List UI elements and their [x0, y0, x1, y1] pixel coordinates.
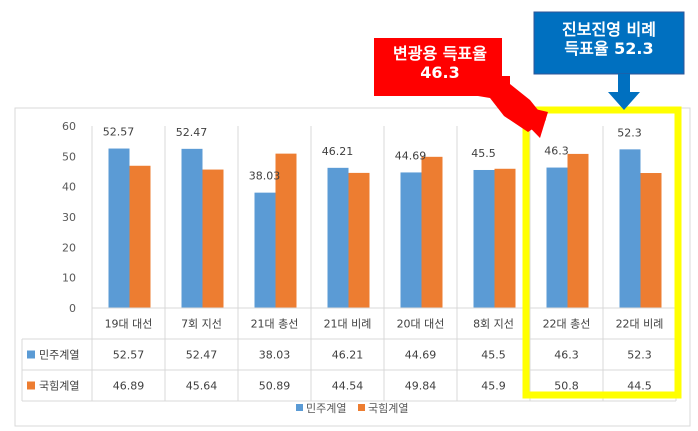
bar-minju: [619, 149, 641, 308]
blue-arrow-icon: [608, 74, 640, 110]
bar-minju: [473, 169, 495, 308]
bar-gukhim: [348, 172, 370, 308]
bar-minju: [546, 167, 568, 308]
table-cell: 44.5: [627, 380, 652, 393]
legend-key: [358, 404, 365, 411]
data-label: 52.57: [103, 126, 135, 139]
data-label: 38.03: [249, 170, 281, 183]
legend-key: [296, 404, 303, 411]
y-tick-label: 20: [62, 241, 76, 254]
category-label: 21대 비례: [324, 318, 372, 331]
table-cell: 46.89: [113, 380, 145, 393]
y-tick-label: 30: [62, 211, 76, 224]
category-label: 22대 비례: [616, 318, 664, 331]
table-cell: 38.03: [259, 349, 291, 362]
table-cell: 45.9: [481, 380, 506, 393]
table-cell: 45.64: [186, 380, 218, 393]
table-cell: 52.3: [627, 349, 652, 362]
category-label: 8회 지선: [473, 318, 514, 331]
bar-gukhim: [494, 168, 516, 308]
red-callout-box: [374, 38, 546, 132]
blue-callout-box: [533, 11, 685, 75]
table-cell: 50.8: [554, 380, 579, 393]
bar-gukhim: [567, 153, 589, 308]
category-label: 21대 총선: [251, 318, 299, 331]
table-series-name: 국힘계열: [39, 380, 79, 393]
y-tick-label: 0: [69, 302, 76, 315]
category-label: 22대 총선: [543, 318, 591, 331]
bar-minju: [400, 172, 422, 308]
bar-gukhim: [202, 169, 224, 308]
highlight-box: [522, 106, 682, 399]
table-legend-key: [27, 350, 35, 359]
bar-gukhim: [640, 173, 662, 308]
data-label: 52.47: [176, 126, 208, 139]
table-cell: 50.89: [259, 380, 291, 393]
table-cell: 45.5: [481, 349, 506, 362]
table-cell: 44.69: [405, 349, 437, 362]
blue-callout-line1: 진보진영 비례: [562, 20, 656, 39]
red-callout-line1: 변광용 득표율: [393, 44, 487, 63]
data-label: 52.3: [617, 126, 642, 139]
category-label: 7회 지선: [181, 318, 222, 331]
red-callout-text: 변광용 득표율 46.3: [370, 44, 510, 82]
y-tick-label: 40: [62, 181, 76, 194]
data-label: 44.69: [395, 149, 427, 162]
data-label: 45.5: [471, 147, 496, 160]
category-label: 20대 대선: [397, 318, 445, 331]
table-cell: 49.84: [405, 380, 437, 393]
bar-gukhim: [275, 153, 297, 308]
y-tick-label: 50: [62, 150, 76, 163]
table-cell: 44.54: [332, 380, 364, 393]
table-series-name: 민주계열: [39, 349, 79, 362]
table-cell: 52.57: [113, 349, 145, 362]
blue-callout-line2: 득표율 52.3: [564, 39, 654, 59]
bar-minju: [327, 167, 349, 308]
category-label: 19대 대선: [105, 318, 153, 331]
data-label: 46.21: [322, 145, 354, 158]
red-callout-line2: 46.3: [420, 63, 460, 83]
legend-entry: 국힘계열: [368, 402, 408, 415]
table-cell: 52.47: [186, 349, 218, 362]
bar-gukhim: [129, 165, 151, 308]
y-tick-label: 10: [62, 272, 76, 285]
bar-gukhim: [421, 156, 443, 308]
data-label: 46.3: [544, 145, 569, 158]
red-arrow-icon: [505, 102, 548, 138]
bar-minju: [181, 148, 203, 308]
table-cell: 46.21: [332, 349, 364, 362]
y-tick-label: 60: [62, 120, 76, 133]
bar-minju: [108, 148, 130, 308]
legend-entry: 민주계열: [306, 402, 346, 415]
bar-minju: [254, 192, 276, 308]
blue-callout-text: 진보진영 비례 득표율 52.3: [534, 20, 684, 58]
table-cell: 46.3: [554, 349, 579, 362]
table-legend-key: [27, 381, 35, 390]
